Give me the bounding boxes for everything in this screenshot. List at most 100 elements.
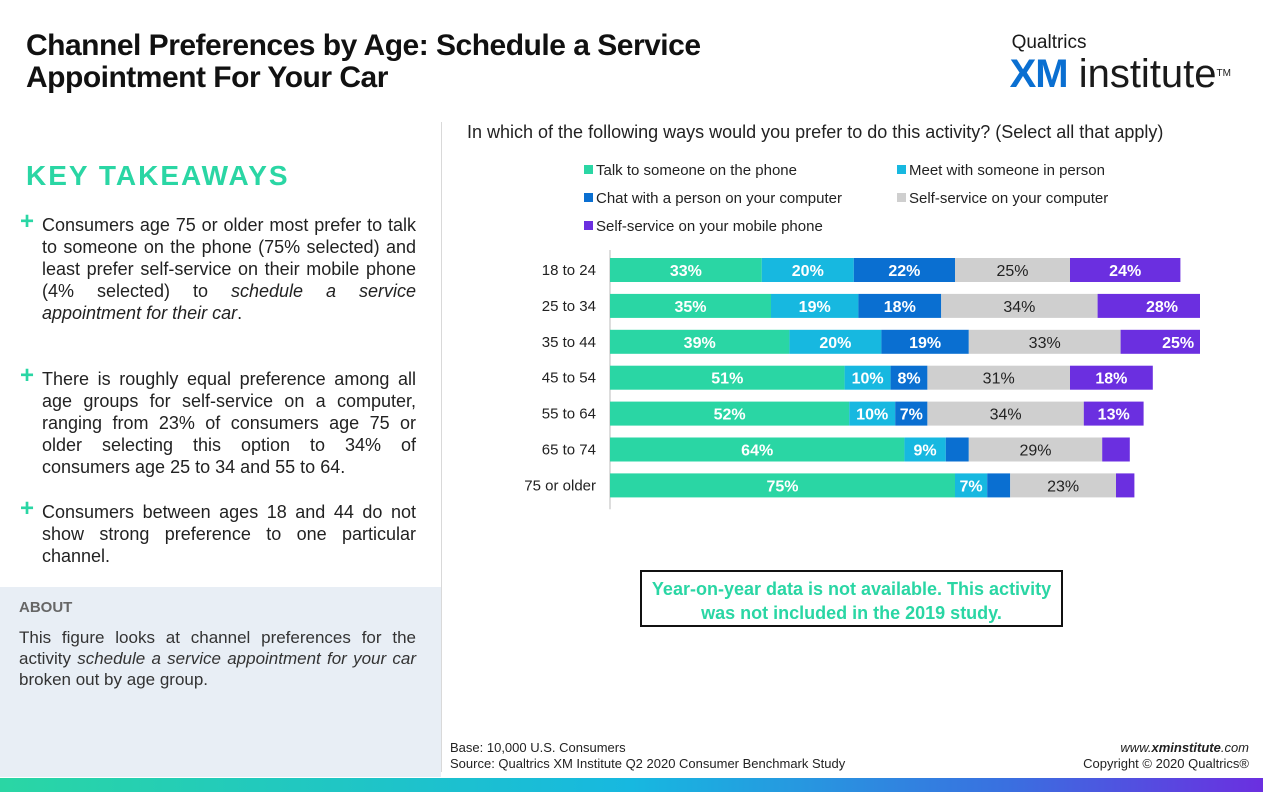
legend-label: Talk to someone on the phone: [596, 162, 797, 179]
logo-main-text: XM instituteTM: [1010, 54, 1231, 94]
data-label: 8%: [897, 371, 920, 388]
bar-segment: [610, 365, 845, 390]
bar-segment: [895, 401, 928, 426]
data-label: 29%: [1019, 443, 1051, 460]
data-label: 7%: [960, 478, 983, 495]
footer-site-bold: xminstitute: [1151, 740, 1221, 755]
footer-website: www.xminstitute.com: [1083, 740, 1249, 756]
bar-segment: [771, 293, 859, 318]
takeaway-1-text: Consumers age 75 or older most prefer to…: [42, 215, 416, 301]
data-label: 18%: [1095, 371, 1127, 388]
bar-segment: [844, 365, 891, 390]
plus-icon: +: [20, 208, 35, 235]
y-tick-label: 35 to 44: [542, 334, 596, 351]
data-label: 34%: [990, 407, 1022, 424]
data-label: 34%: [1003, 299, 1035, 316]
data-label: 28%: [1146, 299, 1178, 316]
footer-left: Base: 10,000 U.S. Consumers Source: Qual…: [450, 740, 845, 772]
bar-segment: [927, 365, 1070, 390]
footer-site-post: .com: [1220, 740, 1249, 755]
takeaway-3-text: Consumers between ages 18 and 44 do not …: [42, 502, 416, 566]
data-label: 19%: [799, 299, 831, 316]
y-tick-label: 65 to 74: [542, 442, 596, 459]
y-tick-label: 45 to 54: [542, 370, 596, 387]
bar-segment: [849, 401, 896, 426]
legend-item-2: Meet with someone in person: [897, 162, 1105, 179]
logo-xm-text: XM: [1009, 52, 1069, 96]
plus-icon: +: [20, 362, 35, 389]
data-label: 22%: [888, 263, 920, 280]
data-label: 24%: [1109, 263, 1141, 280]
legend-label: Meet with someone in person: [909, 162, 1105, 179]
bar-segment: [1120, 329, 1200, 354]
data-label: 75%: [766, 478, 798, 495]
bar-segment: [968, 329, 1121, 354]
legend-label: Chat with a person on your computer: [596, 190, 842, 207]
takeaway-1-end: .: [237, 303, 243, 323]
data-label: 35%: [674, 299, 706, 316]
legend-item-3: Chat with a person on your computer: [584, 190, 842, 207]
data-label: 18%: [884, 299, 916, 316]
about-heading: ABOUT: [19, 599, 73, 616]
legend-label: Self-service on your computer: [909, 190, 1109, 207]
bar-segment: [890, 365, 928, 390]
data-label: 10%: [852, 371, 884, 388]
bar-segment: [789, 329, 882, 354]
y-tick-label: 55 to 64: [542, 406, 596, 423]
takeaway-2: + There is roughly equal preference amon…: [20, 362, 416, 478]
y-tick-label: 75 or older: [524, 477, 596, 494]
bar-segment: [968, 437, 1103, 462]
bar-segment: [610, 473, 955, 498]
bar-segment: [1097, 293, 1200, 318]
data-label: 20%: [819, 335, 851, 352]
bar-segment: [610, 329, 790, 354]
bar-segment: [853, 258, 955, 282]
panel-divider: [441, 122, 442, 772]
legend-swatch: [897, 193, 906, 202]
logo-tm: TM: [1216, 68, 1231, 79]
bar-segment: [1102, 437, 1130, 462]
data-label: 33%: [670, 263, 702, 280]
bar-segment: [1070, 258, 1181, 282]
note-box: Year-on-year data is not available. This…: [640, 570, 1063, 627]
legend-swatch: [897, 165, 906, 174]
data-label: 23%: [1047, 478, 1079, 495]
bar-segment: [610, 293, 771, 318]
data-label: 7%: [900, 407, 923, 424]
bar-segment: [881, 329, 969, 354]
about-text: This figure looks at channel preferences…: [19, 627, 416, 690]
about-text-start: This figure looks at channel preferences…: [19, 628, 416, 668]
about-text-end: broken out by age group.: [19, 670, 209, 689]
data-label: 51%: [711, 371, 743, 388]
bar-segment: [1116, 473, 1135, 498]
takeaway-2-text: There is roughly equal preference among …: [42, 369, 416, 477]
bar-segment: [1010, 473, 1116, 498]
bar-segment: [955, 258, 1070, 282]
bar-segment: [610, 401, 850, 426]
data-label: 39%: [684, 335, 716, 352]
bar-segment: [610, 258, 762, 282]
data-label: 25%: [1162, 335, 1194, 352]
bar-segment: [955, 473, 988, 498]
legend-label: Self-service on your mobile phone: [596, 218, 823, 235]
bar-segment: [941, 293, 1098, 318]
legend-swatch: [584, 193, 593, 202]
gradient-bottom-bar: [0, 778, 1263, 792]
bar-segment: [987, 473, 1011, 498]
takeaway-1: + Consumers age 75 or older most prefer …: [20, 208, 416, 324]
logo-institute-text: institute: [1078, 52, 1217, 96]
bar-segment: [761, 258, 854, 282]
bar-segment: [858, 293, 942, 318]
legend-swatch: [584, 221, 593, 230]
logo-qualtrics-text: Qualtrics: [1011, 32, 1087, 53]
y-tick-label: 18 to 24: [542, 262, 596, 279]
bar-segment: [904, 437, 946, 462]
data-label: 52%: [714, 407, 746, 424]
footer-right: www.xminstitute.com Copyright © 2020 Qua…: [1083, 740, 1249, 772]
footer-site-pre: www.: [1120, 740, 1152, 755]
footer-source: Source: Qualtrics XM Institute Q2 2020 C…: [450, 756, 846, 771]
about-panel: ABOUT This figure looks at channel prefe…: [0, 587, 441, 777]
bar-segment: [927, 401, 1084, 426]
qualtrics-xm-institute-logo: Qualtrics XM instituteTM: [1010, 32, 1231, 94]
legend-item-4: Self-service on your computer: [897, 190, 1108, 207]
